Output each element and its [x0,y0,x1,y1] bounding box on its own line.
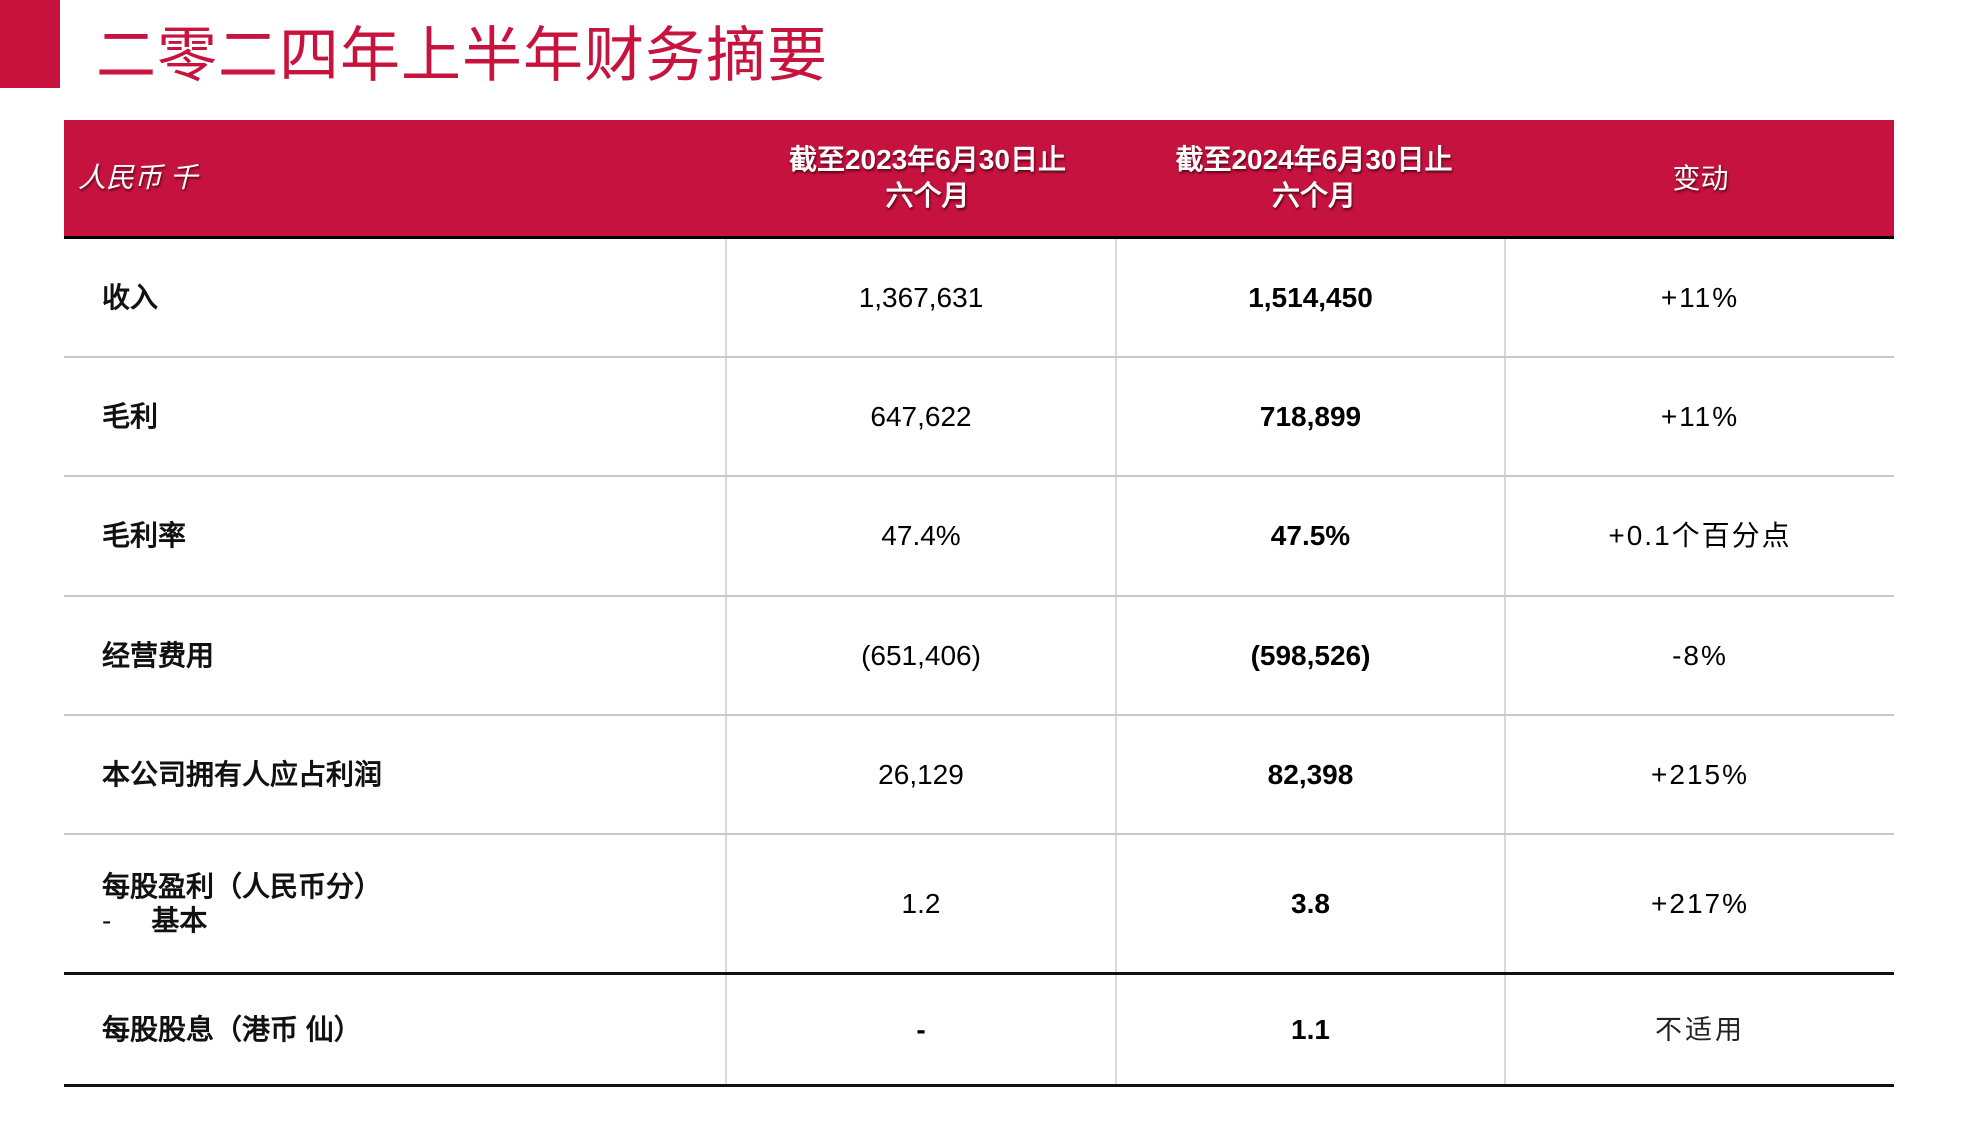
row-label: 毛利 [102,400,159,432]
value-2023: 26,129 [725,716,1115,833]
value-change: +11% [1504,358,1894,475]
header-unit: 人民币 千 [78,162,198,193]
value-2023: 47.4% [725,477,1115,595]
header-change: 变动 [1672,163,1729,194]
table-row-gross-profit: 毛利 647,622 718,899 +11% [64,358,1894,477]
header-period-2023: 截至2023年6月30日止 六个月 [788,144,1066,211]
value-2024: 47.5% [1115,477,1504,595]
financial-summary-table: 人民币 千 截至2023年6月30日止 六个月 截至2024年6月30日止 六个… [64,120,1894,1087]
page-title: 二零二四年上半年财务摘要 [96,22,828,89]
value-2024: 3.8 [1115,835,1504,972]
title-accent-bar [0,0,60,88]
value-2023: - [725,975,1115,1084]
value-change: -8% [1504,597,1894,714]
table-header: 人民币 千 截至2023年6月30日止 六个月 截至2024年6月30日止 六个… [64,120,1894,239]
value-2024: 1,514,450 [1115,239,1504,356]
table-row-profit-attributable: 本公司拥有人应占利润 26,129 82,398 +215% [64,716,1894,835]
header-period-2024: 截至2024年6月30日止 六个月 [1175,144,1453,211]
table-row-eps-basic: 每股盈利（人民币分） - 基本 1.2 3.8 +217% [64,835,1894,975]
value-change: +0.1个百分点 [1504,477,1894,595]
row-label: 本公司拥有人应占利润 [102,758,383,790]
value-2023: 1.2 [725,835,1115,972]
value-2024: (598,526) [1115,597,1504,714]
table-row-dividend-per-share: 每股股息（港币 仙） - 1.1 不适用 [64,975,1894,1087]
row-label-main: 每股盈利（人民币分） [102,870,383,902]
value-2023: 647,622 [725,358,1115,475]
row-label: 收入 [102,281,159,313]
value-change: 不适用 [1504,975,1894,1084]
row-sublabel: - 基本 [102,904,207,938]
table-row-gross-margin: 毛利率 47.4% 47.5% +0.1个百分点 [64,477,1894,597]
value-2023: (651,406) [725,597,1115,714]
sublabel-bullet: - [102,904,112,936]
row-label: 每股股息（港币 仙） [102,1013,362,1045]
table-row-revenue: 收入 1,367,631 1,514,450 +11% [64,239,1894,358]
value-2024: 718,899 [1115,358,1504,475]
value-2023: 1,367,631 [725,239,1115,356]
row-label: 毛利率 [102,520,187,551]
value-change: +215% [1504,716,1894,833]
value-change: +217% [1504,835,1894,972]
sublabel-text: 基本 [151,904,208,936]
value-change: +11% [1504,239,1894,356]
table-row-operating-expenses: 经营费用 (651,406) (598,526) -8% [64,597,1894,716]
value-2024: 1.1 [1115,975,1504,1084]
value-2024: 82,398 [1115,716,1504,833]
row-label: 经营费用 [102,639,215,671]
row-label: 每股盈利（人民币分） - 基本 [64,835,725,972]
